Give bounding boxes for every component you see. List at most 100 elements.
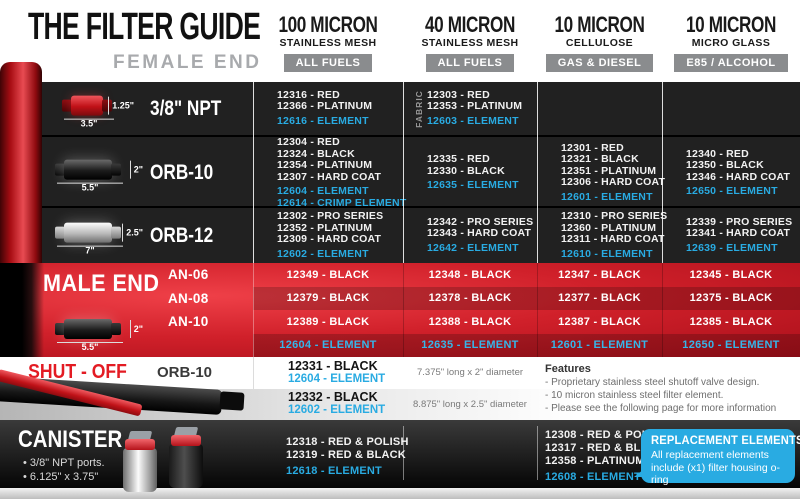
part-number: 12302 - PRO SERIES (277, 210, 384, 222)
column-divider (403, 263, 404, 357)
column-divider (403, 82, 404, 263)
male-end-section: MALE END 2" 5.5" AN-06 12349 - BLACK 123… (0, 263, 800, 357)
an-fitting-photo (0, 263, 44, 357)
page-title: THE FILTER GUIDE (28, 6, 261, 48)
canister-cap (125, 439, 155, 450)
element-numbers: 12610 - ELEMENT (561, 247, 662, 261)
parts-cell: 12316 - RED 12366 - PLATINUM 12616 - ELE… (253, 82, 403, 135)
parts-cell-empty (662, 82, 800, 135)
column-subtitle: STAINLESS MESH (279, 37, 377, 49)
parts-cell: 12308 - RED & POLISH 12317 - RED & BLACK… (545, 429, 668, 484)
fitting-cap (111, 323, 121, 335)
feature-item: - 10 micron stainless steel filter eleme… (545, 390, 724, 401)
part-number: 12377 - BLACK (558, 292, 641, 305)
row-label: AN-06 (168, 267, 209, 283)
part-number: 12354 - PLATINUM (277, 159, 373, 171)
part-number: 12310 - PRO SERIES (561, 210, 668, 222)
row-label: AN-08 (168, 290, 209, 306)
column-header-10-micron-cellulose: 10 MICRON CELLULOSE GAS & DIESEL (537, 12, 662, 72)
part-number: 12348 - BLACK (428, 268, 512, 281)
part-number: 12349 - BLACK (286, 268, 370, 281)
table-row-orb10: 2" 5.5" ORB-10 12304 - RED 12324 - BLACK… (0, 136, 800, 209)
part-number: 12341 - HARD COAT (686, 227, 791, 240)
dimension-width: 7" (57, 245, 123, 255)
fuel-badge: ALL FUELS (283, 54, 373, 72)
fitting-cap (111, 226, 121, 239)
column-divider (253, 357, 254, 420)
column-title: 40 MICRON (425, 12, 515, 37)
element-number: 12610 - ELEMENT (561, 247, 653, 260)
element-number: 12635 - ELEMENT (421, 339, 519, 352)
row-label: AN-10 (168, 314, 209, 330)
part-number: 12375 - BLACK (689, 292, 773, 305)
part-number: 12307 - HARD COAT (277, 170, 382, 183)
column-subtitle: CELLULOSE (565, 37, 634, 49)
part-number: 12353 - PLATINUM (427, 100, 523, 113)
column-divider (253, 82, 254, 263)
part-number: 12316 - RED (277, 88, 340, 101)
fitting-cap (55, 226, 65, 239)
part-number: 12345 - BLACK (689, 268, 773, 281)
part-number: 12303 - RED (427, 88, 490, 101)
column-header-100-micron: 100 MICRON STAINLESS MESH ALL FUELS (253, 12, 403, 72)
column-divider (537, 263, 538, 357)
features-title: Features (545, 363, 591, 375)
element-number: 12601 - ELEMENT (550, 339, 649, 352)
male-end-label: MALE END (43, 270, 160, 297)
element-numbers: 12616 - ELEMENT (277, 115, 403, 128)
size-description: 7.375" long x 2" diameter (416, 367, 524, 379)
part-number: 12385 - BLACK (689, 315, 773, 328)
column-title: 100 MICRON (278, 12, 378, 37)
element-number: 12604 - ELEMENT (279, 339, 377, 352)
element-number: 12639 - ELEMENT (686, 241, 778, 254)
element-number: 12602 - ELEMENT (288, 404, 386, 417)
row-header: 2" 5.5" ORB-10 (0, 137, 253, 209)
row-header: 1.25" 3.5" 3/8" NPT (0, 82, 253, 135)
part-number: 12378 - BLACK (428, 292, 512, 305)
page-footer-edge (0, 488, 800, 499)
element-numbers: 12650 - ELEMENT (686, 185, 800, 198)
part-number: 12339 - PRO SERIES (686, 215, 793, 228)
fitting-cap (111, 163, 121, 176)
fabric-label: FABRIC (413, 89, 424, 128)
shutoff-valve-photo (0, 367, 249, 417)
filter-body (64, 222, 112, 243)
row-label: ORB-12 (150, 223, 214, 247)
part-number: 12347 - BLACK (558, 268, 641, 281)
element-numbers: 12639 - ELEMENT (686, 241, 800, 255)
element-number: 12601 - ELEMENT (561, 190, 653, 203)
element-numbers: 12602 - ELEMENT (277, 248, 403, 261)
column-title: 10 MICRON (686, 12, 776, 37)
dimension-height: 2" (129, 160, 143, 179)
canister-cap (171, 435, 201, 446)
element-numbers: 12604 - ELEMENT 12614 - CRIMP ELEMENT (277, 185, 406, 209)
filter-photo: 1.25" 3.5" (62, 91, 134, 128)
part-number: 12358 - PLATINUM (545, 455, 645, 467)
element-number: 12635 - ELEMENT (427, 179, 519, 192)
column-divider (537, 426, 538, 480)
element-number: 12642 - ELEMENT (427, 241, 519, 254)
row-label: 3/8" NPT (150, 96, 222, 120)
female-end-section: 1.25" 3.5" 3/8" NPT 12316 - RED 12366 - … (0, 62, 800, 263)
callout-title: REPLACEMENT ELEMENTS (651, 435, 800, 447)
size-description: 8.875" long x 2.5" diameter (413, 398, 527, 410)
canister-photo-black (169, 427, 203, 488)
part-number: 12308 - RED & POLISH (545, 429, 668, 441)
filter-photo: 2" 5.5" (55, 156, 143, 192)
element-numbers: 12601 - ELEMENT (561, 190, 662, 204)
element-number: 12603 - ELEMENT (427, 114, 519, 127)
column-divider (662, 263, 663, 357)
feature-item: - Please see the following page for more… (545, 403, 777, 414)
part-number: 12343 - HARD COAT (427, 227, 532, 240)
part-number: 12332 - BLACK (288, 390, 378, 405)
column-header-10-micron-microglass: 10 MICRON MICRO GLASS E85 / ALCOHOL (662, 12, 800, 72)
fitting-cap (62, 99, 72, 112)
table-row-npt: 1.25" 3.5" 3/8" NPT 12316 - RED 12366 - … (0, 82, 800, 137)
column-divider (662, 82, 663, 263)
parts-cell: 12339 - PRO SERIES 12341 - HARD COAT 126… (662, 208, 800, 263)
spec-item: 6.125" x 3.75" (23, 470, 105, 484)
column-divider (403, 426, 404, 480)
dimension-width: 5.5" (57, 182, 123, 193)
part-number: 12366 - PLATINUM (277, 100, 373, 113)
element-number: 12650 - ELEMENT (682, 339, 780, 352)
